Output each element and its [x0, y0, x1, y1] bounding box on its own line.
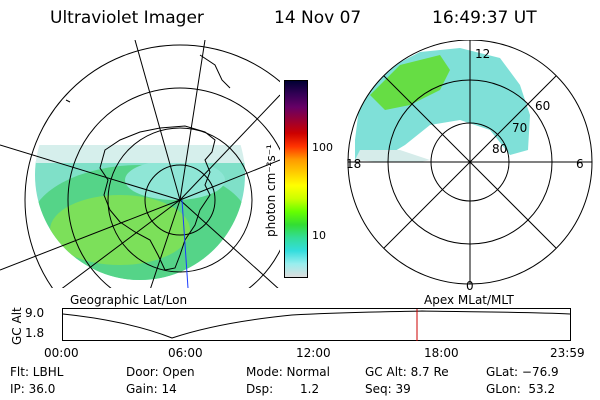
aurora-emission-left [35, 145, 245, 280]
altitude-curve [62, 310, 571, 339]
mode-param: Mode: Normal [246, 365, 330, 379]
timeline-ytick-1-8: 1.8 [25, 326, 45, 340]
timeline-xtick-1800: 18:00 [424, 346, 459, 360]
satellite-track-line [181, 199, 189, 288]
colorbar [284, 80, 308, 278]
geographic-map [0, 40, 280, 288]
colorbar-tick-10: 10 [312, 229, 326, 242]
lat-label-60: 60 [535, 99, 550, 113]
door-param: Door: Open [126, 365, 195, 379]
lat-label-80: 80 [492, 142, 507, 156]
mlt-label-12: 12 [475, 47, 490, 61]
lat-label-70: 70 [512, 121, 527, 135]
dsp-param-label: Dsp: [246, 382, 274, 396]
glon-param: GLon: 53.2 [486, 382, 556, 396]
timeline-xtick-2359: 23:59 [550, 346, 585, 360]
timeline-y-label: GC Alt [10, 307, 24, 345]
ip-param: IP: 36.0 [10, 382, 56, 396]
mlt-label-6: 6 [576, 157, 584, 171]
flt-param: Flt: LBHL [10, 365, 64, 379]
coastline-fragment [199, 54, 231, 89]
right-panel-caption: Apex MLat/MLT [424, 293, 514, 307]
seq-param: Seq: 39 [365, 382, 411, 396]
timeline-xtick-0000: 00:00 [44, 346, 79, 360]
time-label: 16:49:37 UT [432, 8, 537, 28]
mlt-label-0: 0 [466, 279, 474, 290]
mlt-label-18: 18 [346, 157, 361, 171]
altitude-timeline [62, 308, 571, 341]
coastline-antarctica [99, 125, 216, 271]
magnetic-polar-plot: 12 18 6 0 60 70 80 [346, 40, 593, 290]
timeline-xtick-1200: 12:00 [296, 346, 331, 360]
left-panel-caption: Geographic Lat/Lon [70, 293, 188, 307]
instrument-title: Ultraviolet Imager [50, 8, 204, 28]
dsp-param-value: 1.2 [300, 382, 320, 396]
timeline-ytick-9: 9.0 [25, 306, 45, 320]
colorbar-tick-100: 100 [312, 141, 333, 154]
date-label: 14 Nov 07 [274, 8, 362, 28]
gain-param: Gain: 14 [126, 382, 177, 396]
gc-alt-param: GC Alt: 8.7 Re [365, 365, 449, 379]
glat-param: GLat: −76.9 [486, 365, 559, 379]
colorbar-unit-label: photon cm⁻²s⁻¹ [264, 144, 278, 237]
aurora-emission-right [355, 48, 530, 162]
timeline-xtick-0600: 06:00 [168, 346, 203, 360]
